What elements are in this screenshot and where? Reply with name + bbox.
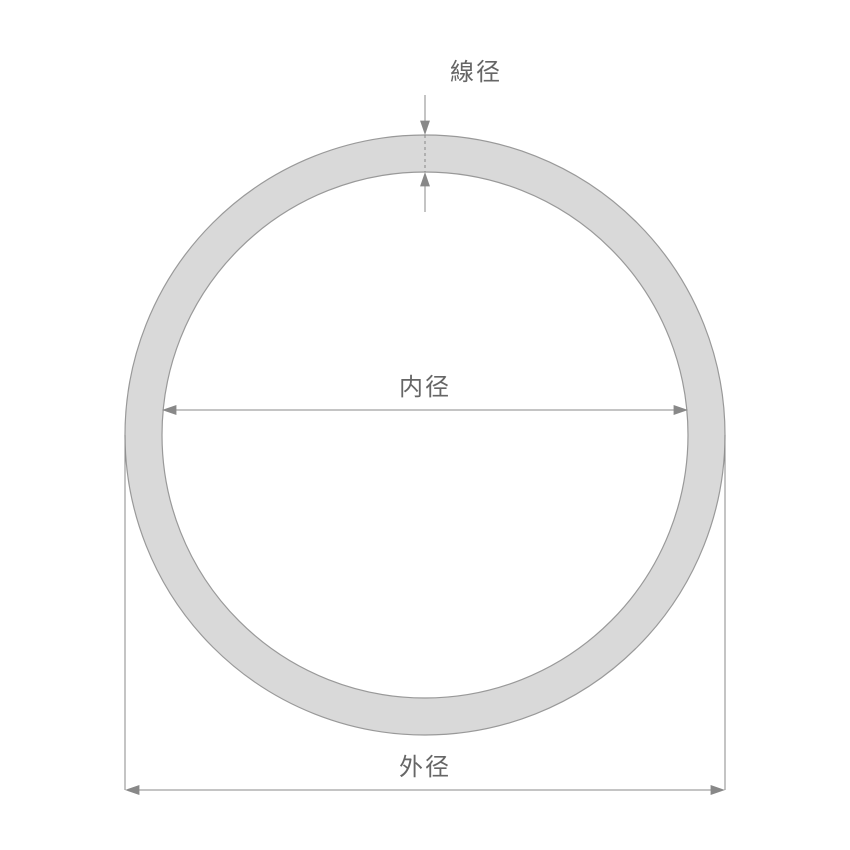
inner-diameter-label: 内径 [399, 374, 451, 401]
wire-diameter-label: 線径 [450, 59, 502, 86]
outer-diameter-label: 外径 [399, 754, 451, 781]
ring-dimension-diagram: 線径内径外径 [0, 0, 850, 850]
